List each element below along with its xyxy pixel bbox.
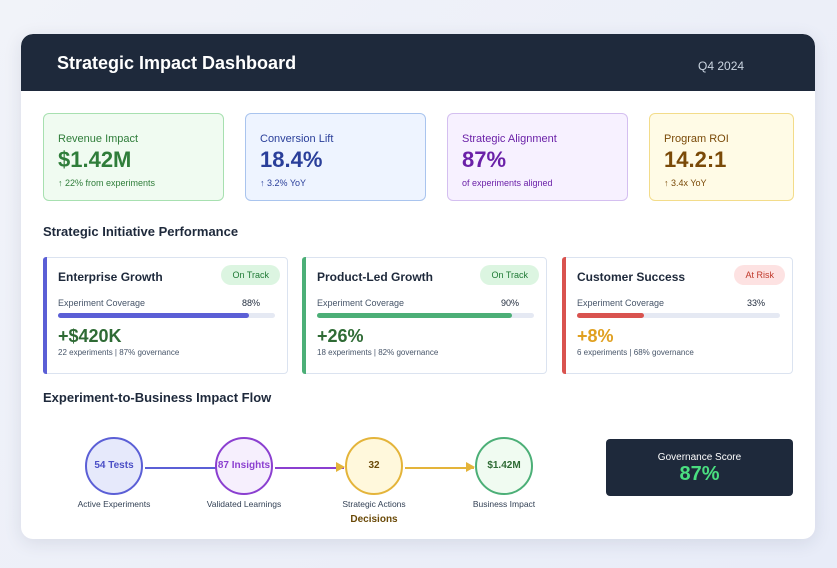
initiative-details: 22 experiments | 87% governance (58, 348, 180, 357)
flow-node-tests: 54 Tests (85, 437, 143, 495)
period-label: Q4 2024 (698, 59, 745, 73)
page-title: Strategic Impact Dashboard (57, 53, 297, 73)
status-badge: On Track (480, 265, 539, 285)
initiative-name: Customer Success (577, 270, 686, 284)
kpi-label: Conversion Lift (260, 133, 334, 145)
initiative-accent-stripe (562, 257, 566, 374)
coverage-progress-bar (317, 313, 534, 318)
governance-score-card: Governance Score 87% (606, 439, 793, 496)
kpi-value: 14.2:1 (664, 147, 727, 172)
initiative-accent-stripe (302, 257, 306, 374)
flow-node-insights: 87 Insights (215, 437, 273, 495)
coverage-percent: 33% (747, 298, 766, 308)
initiative-card-customer-success: Customer Success At Risk Experiment Cove… (562, 257, 793, 374)
kpi-card-revenue-impact: Revenue Impact $1.42M ↑ 22% from experim… (43, 113, 224, 201)
kpi-value: $1.42M (58, 147, 132, 172)
governance-value: 87% (679, 463, 720, 485)
flow-arrow (145, 467, 232, 469)
flow-node-business-impact: $1.42M (475, 437, 533, 495)
flow-arrow (405, 467, 474, 469)
coverage-percent: 90% (501, 298, 520, 308)
kpi-subtext: ↑ 3.2% YoY (260, 178, 307, 188)
kpi-value: 87% (462, 147, 507, 172)
initiative-impact-value: +26% (317, 326, 364, 346)
status-badge: On Track (221, 265, 280, 285)
initiative-accent-stripe (43, 257, 47, 374)
kpi-subtext: ↑ 3.4x YoY (664, 178, 707, 188)
coverage-label: Experiment Coverage (58, 298, 146, 308)
kpi-card-conversion-lift: Conversion Lift 18.4% ↑ 3.2% YoY (245, 113, 426, 201)
section-title-initiatives: Strategic Initiative Performance (43, 224, 239, 239)
kpi-subtext: of experiments aligned (462, 178, 553, 188)
flow-node-label: Strategic Actions (342, 499, 406, 509)
dashboard-card: Strategic Impact Dashboard Q4 2024 Reven… (21, 34, 815, 539)
initiative-details: 18 experiments | 82% governance (317, 348, 439, 357)
coverage-label: Experiment Coverage (577, 298, 665, 308)
flow-node-label: Business Impact (472, 499, 536, 509)
initiative-card-product-led-growth: Product-Led Growth On Track Experiment C… (302, 257, 547, 374)
coverage-progress-bar (577, 313, 780, 318)
kpi-card-strategic-alignment: Strategic Alignment 87% of experiments a… (447, 113, 628, 201)
flow-arrow (275, 467, 344, 469)
kpi-label: Program ROI (664, 133, 729, 145)
kpi-card-program-roi: Program ROI 14.2:1 ↑ 3.4x YoY (649, 113, 794, 201)
initiative-impact-value: +8% (577, 326, 614, 346)
coverage-progress-bar (58, 313, 275, 318)
flow-node-label: Active Experiments (77, 499, 151, 509)
initiative-card-enterprise-growth: Enterprise Growth On Track Experiment Co… (43, 257, 288, 374)
arrow-head-icon (466, 462, 475, 472)
initiative-name: Enterprise Growth (58, 270, 163, 284)
section-title-flow: Experiment-to-Business Impact Flow (43, 390, 272, 405)
kpi-subtext: ↑ 22% from experiments (58, 178, 156, 188)
initiative-impact-value: +$420K (58, 326, 122, 346)
coverage-percent: 88% (242, 298, 261, 308)
flow-node-label: Validated Learnings (206, 499, 282, 509)
kpi-value: 18.4% (260, 147, 323, 172)
governance-label: Governance Score (657, 452, 742, 463)
coverage-progress-fill (317, 313, 513, 318)
coverage-progress-fill (58, 313, 249, 318)
initiative-details: 6 experiments | 68% governance (577, 348, 694, 357)
kpi-label: Revenue Impact (58, 133, 139, 145)
flow-node-decisions: 32 Decisions (345, 437, 403, 525)
dashboard-header: Strategic Impact Dashboard Q4 2024 (21, 34, 815, 91)
coverage-label: Experiment Coverage (317, 298, 405, 308)
status-badge: At Risk (734, 265, 785, 285)
coverage-progress-fill (577, 313, 644, 318)
kpi-label: Strategic Alignment (462, 133, 557, 145)
initiative-name: Product-Led Growth (317, 270, 433, 284)
arrow-head-icon (336, 462, 345, 472)
